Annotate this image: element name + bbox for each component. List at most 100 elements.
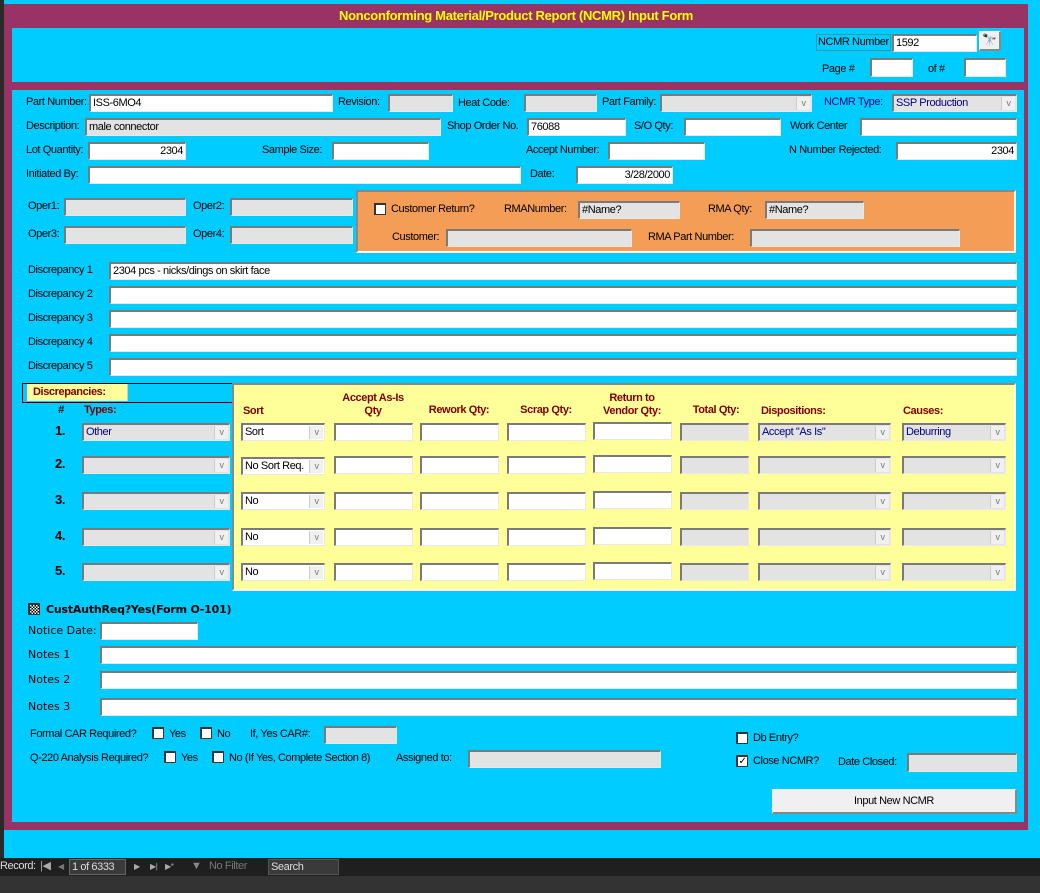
heat-code-input[interactable]: [524, 94, 597, 112]
last-record-icon[interactable]: ▶|: [150, 862, 158, 871]
total-qty-input[interactable]: [680, 456, 749, 474]
record-position-input[interactable]: 1 of 6333: [69, 859, 126, 875]
chevron-down-icon[interactable]: v: [875, 531, 889, 544]
total-qty-input[interactable]: [680, 423, 749, 441]
chevron-down-icon[interactable]: v: [990, 531, 1004, 544]
disposition-combo[interactable]: Accept "As Is" v: [758, 423, 891, 441]
description-input[interactable]: male connector: [85, 118, 441, 136]
cause-combo[interactable]: v: [902, 528, 1006, 546]
part-family-combo[interactable]: v: [660, 94, 812, 112]
type-combo[interactable]: v: [82, 492, 230, 510]
notes-input[interactable]: [100, 646, 1017, 664]
rework-qty-input[interactable]: [420, 563, 499, 581]
scrap-qty-input[interactable]: [507, 423, 586, 441]
chevron-down-icon[interactable]: v: [875, 426, 889, 439]
scrap-qty-input[interactable]: [507, 563, 586, 581]
disposition-combo[interactable]: v: [758, 492, 891, 510]
customer-return-checkbox[interactable]: [374, 203, 386, 215]
page-input[interactable]: [870, 58, 913, 77]
chevron-down-icon[interactable]: v: [875, 495, 889, 508]
date-input[interactable]: 3/28/2000: [576, 166, 673, 184]
work-center-input[interactable]: [860, 118, 1017, 136]
chevron-down-icon[interactable]: v: [214, 426, 228, 439]
shop-order-input[interactable]: 76088: [527, 118, 626, 136]
cust-auth-checkbox[interactable]: [28, 603, 40, 615]
rma-qty-input[interactable]: #Name?: [765, 201, 864, 219]
oper3-input[interactable]: [64, 226, 186, 244]
scrap-qty-input[interactable]: [507, 492, 586, 510]
chevron-down-icon[interactable]: v: [309, 426, 323, 439]
date-closed-input[interactable]: [907, 753, 1017, 772]
rtv-qty-input[interactable]: [593, 562, 672, 580]
rtv-qty-input[interactable]: [593, 455, 672, 473]
chevron-down-icon[interactable]: v: [875, 459, 889, 472]
accept-number-input[interactable]: [608, 142, 705, 160]
revision-input[interactable]: [388, 94, 453, 112]
car-yes-checkbox[interactable]: [152, 727, 164, 739]
notes-input[interactable]: [100, 698, 1017, 716]
discrepancy-input[interactable]: [109, 358, 1017, 376]
type-combo[interactable]: v: [82, 528, 230, 546]
next-record-icon[interactable]: ▶: [134, 862, 140, 871]
chevron-down-icon[interactable]: v: [214, 566, 228, 579]
n-rejected-input[interactable]: 2304: [896, 142, 1017, 160]
db-entry-checkbox[interactable]: [736, 732, 748, 744]
rma-number-input[interactable]: #Name?: [578, 201, 680, 219]
total-qty-input[interactable]: [680, 528, 749, 546]
chevron-down-icon[interactable]: v: [1001, 97, 1015, 110]
chevron-down-icon[interactable]: v: [990, 426, 1004, 439]
discrepancy-input[interactable]: [109, 310, 1017, 328]
initiated-by-input[interactable]: [88, 166, 521, 184]
rma-part-number-input[interactable]: [750, 229, 960, 247]
chevron-down-icon[interactable]: v: [990, 459, 1004, 472]
chevron-down-icon[interactable]: v: [309, 566, 323, 579]
accept-as-is-qty-input[interactable]: [334, 456, 413, 474]
rework-qty-input[interactable]: [420, 423, 499, 441]
total-qty-input[interactable]: [680, 563, 749, 581]
chevron-down-icon[interactable]: v: [309, 495, 323, 508]
car-number-input[interactable]: [324, 726, 397, 744]
sort-combo[interactable]: No v: [241, 492, 325, 510]
rework-qty-input[interactable]: [420, 528, 499, 546]
accept-as-is-qty-input[interactable]: [334, 563, 413, 581]
sort-combo[interactable]: No v: [241, 563, 325, 581]
close-ncmr-checkbox[interactable]: ✓: [736, 755, 748, 767]
accept-as-is-qty-input[interactable]: [334, 423, 413, 441]
ncmr-type-combo[interactable]: SSP Production v: [892, 94, 1017, 112]
assigned-to-input[interactable]: [468, 750, 661, 768]
ncmr-number-input[interactable]: 1592: [892, 34, 977, 52]
cause-combo[interactable]: v: [902, 492, 1006, 510]
disposition-combo[interactable]: v: [758, 563, 891, 581]
new-record-icon[interactable]: ▶*: [165, 862, 174, 871]
chevron-down-icon[interactable]: v: [990, 495, 1004, 508]
cause-combo[interactable]: Deburring v: [902, 423, 1006, 441]
chevron-down-icon[interactable]: v: [214, 459, 228, 472]
discrepancy-input[interactable]: [109, 334, 1017, 352]
type-combo[interactable]: Other v: [82, 423, 230, 441]
chevron-down-icon[interactable]: v: [309, 531, 323, 544]
oper4-input[interactable]: [230, 226, 353, 244]
cause-combo[interactable]: v: [902, 456, 1006, 474]
scrap-qty-input[interactable]: [507, 528, 586, 546]
chevron-down-icon[interactable]: v: [214, 495, 228, 508]
q220-no-checkbox[interactable]: [212, 751, 224, 763]
rtv-qty-input[interactable]: [593, 422, 672, 440]
part-number-input[interactable]: ISS-6MO4: [89, 94, 333, 112]
first-record-icon[interactable]: |◀: [40, 860, 51, 872]
notes-input[interactable]: [100, 671, 1017, 689]
scrap-qty-input[interactable]: [507, 456, 586, 474]
search-input[interactable]: Search: [268, 859, 339, 875]
chevron-down-icon[interactable]: v: [309, 460, 323, 473]
total-qty-input[interactable]: [680, 492, 749, 510]
so-qty-input[interactable]: [684, 118, 781, 136]
customer-input[interactable]: [446, 229, 632, 247]
type-combo[interactable]: v: [82, 563, 230, 581]
disposition-combo[interactable]: v: [758, 456, 891, 474]
find-button[interactable]: 🔭: [979, 31, 1001, 51]
chevron-down-icon[interactable]: v: [214, 531, 228, 544]
chevron-down-icon[interactable]: v: [875, 566, 889, 579]
sort-combo[interactable]: No Sort Req. v: [241, 457, 325, 475]
discrepancy-input[interactable]: [109, 286, 1017, 304]
chevron-down-icon[interactable]: v: [796, 97, 810, 110]
chevron-down-icon[interactable]: v: [990, 566, 1004, 579]
